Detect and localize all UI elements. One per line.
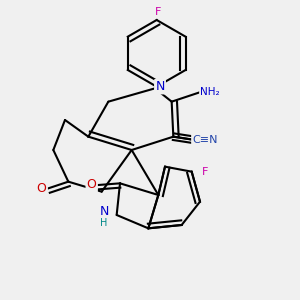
Text: H: H	[100, 218, 108, 228]
Text: N: N	[99, 205, 109, 218]
Text: C≡N: C≡N	[192, 135, 218, 145]
Text: F: F	[202, 167, 208, 177]
Text: F: F	[155, 7, 161, 17]
Text: N: N	[155, 80, 165, 93]
Text: NH₂: NH₂	[200, 87, 220, 97]
Text: O: O	[87, 178, 97, 191]
Text: O: O	[37, 182, 46, 195]
